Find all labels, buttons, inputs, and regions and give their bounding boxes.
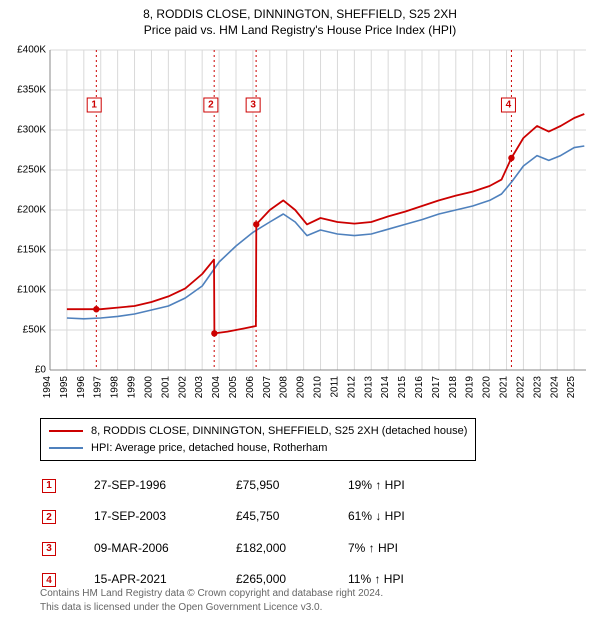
table-row: 3 09-MAR-2006£182,0007% ↑ HPI: [42, 533, 488, 563]
chart: 1 2 3 4 £0 £50K £100K £150K £200K £250K £300K £350K…: [8, 44, 592, 404]
table-row: 1 27-SEP-1996£75,95019% ↑ HPI: [42, 470, 488, 500]
legend-item: 8, RODDIS CLOSE, DINNINGTON, SHEFFIELD, …: [49, 423, 467, 440]
event-marker-icon: 1: [42, 479, 56, 493]
svg-text:£200K: £200K: [17, 205, 46, 216]
svg-text:2013: 2013: [363, 376, 374, 399]
event-delta: 61% ↓ HPI: [348, 502, 488, 532]
svg-text:£300K: £300K: [17, 125, 46, 136]
legend-item: HPI: Average price, detached house, Roth…: [49, 440, 467, 457]
svg-text:2023: 2023: [532, 376, 543, 399]
event-price: £45,750: [236, 502, 346, 532]
svg-text:1998: 1998: [110, 376, 121, 399]
svg-text:2008: 2008: [279, 376, 290, 399]
svg-text:2006: 2006: [245, 376, 256, 399]
svg-text:£400K: £400K: [17, 45, 46, 56]
svg-text:2001: 2001: [160, 376, 171, 399]
svg-text:4: 4: [506, 100, 512, 111]
svg-text:2018: 2018: [448, 376, 459, 399]
svg-text:£350K: £350K: [17, 85, 46, 96]
footer-line-2: This data is licensed under the Open Gov…: [40, 601, 383, 615]
svg-text:2021: 2021: [499, 376, 510, 399]
event-price: £75,950: [236, 470, 346, 500]
svg-text:2010: 2010: [313, 376, 324, 399]
svg-text:£50K: £50K: [23, 325, 47, 336]
events-table: 1 27-SEP-1996£75,95019% ↑ HPI 2 17-SEP-2003…: [40, 468, 490, 596]
event-marker-icon: 4: [42, 573, 56, 587]
table-row: 2 17-SEP-2003£45,75061% ↓ HPI: [42, 502, 488, 532]
event-marker-icon: 2: [42, 510, 56, 524]
svg-text:2002: 2002: [177, 376, 188, 399]
svg-text:2025: 2025: [566, 376, 577, 399]
svg-text:2020: 2020: [482, 376, 493, 399]
title-line-2: Price paid vs. HM Land Registry's House …: [0, 22, 600, 38]
event-date: 09-MAR-2006: [94, 533, 234, 563]
event-marker-icon: 3: [42, 542, 56, 556]
event-price: £182,000: [236, 533, 346, 563]
svg-text:£250K: £250K: [17, 165, 46, 176]
svg-text:2022: 2022: [515, 376, 526, 399]
svg-text:1994: 1994: [42, 376, 53, 399]
svg-text:2003: 2003: [194, 376, 205, 399]
footer-line-1: Contains HM Land Registry data © Crown c…: [40, 587, 383, 601]
svg-text:2: 2: [208, 100, 214, 111]
svg-text:2014: 2014: [380, 376, 391, 399]
footer: Contains HM Land Registry data © Crown c…: [40, 587, 383, 614]
event-date: 27-SEP-1996: [94, 470, 234, 500]
svg-text:£0: £0: [35, 365, 47, 376]
svg-text:1996: 1996: [76, 376, 87, 399]
svg-text:1: 1: [91, 100, 97, 111]
svg-text:£100K: £100K: [17, 285, 46, 296]
svg-text:2009: 2009: [296, 376, 307, 399]
legend-label: 8, RODDIS CLOSE, DINNINGTON, SHEFFIELD, …: [91, 423, 467, 440]
event-delta: 7% ↑ HPI: [348, 533, 488, 563]
legend: 8, RODDIS CLOSE, DINNINGTON, SHEFFIELD, …: [40, 418, 476, 461]
svg-text:3: 3: [250, 100, 256, 111]
svg-text:2019: 2019: [465, 376, 476, 399]
svg-text:£150K: £150K: [17, 245, 46, 256]
svg-text:2015: 2015: [397, 376, 408, 399]
svg-text:2000: 2000: [143, 376, 154, 399]
title-line-1: 8, RODDIS CLOSE, DINNINGTON, SHEFFIELD, …: [0, 6, 600, 22]
svg-text:2007: 2007: [262, 376, 273, 399]
svg-text:1997: 1997: [93, 376, 104, 399]
svg-text:1995: 1995: [59, 376, 70, 399]
svg-text:2016: 2016: [414, 376, 425, 399]
legend-swatch-icon: [49, 430, 83, 432]
event-date: 17-SEP-2003: [94, 502, 234, 532]
svg-text:2004: 2004: [211, 376, 222, 399]
event-delta: 19% ↑ HPI: [348, 470, 488, 500]
legend-swatch-icon: [49, 447, 83, 449]
svg-text:2011: 2011: [329, 376, 340, 398]
svg-text:2017: 2017: [431, 376, 442, 399]
chart-title: 8, RODDIS CLOSE, DINNINGTON, SHEFFIELD, …: [0, 0, 600, 38]
svg-text:2024: 2024: [549, 376, 560, 399]
svg-text:2012: 2012: [346, 376, 357, 399]
legend-label: HPI: Average price, detached house, Roth…: [91, 440, 327, 457]
svg-text:2005: 2005: [228, 376, 239, 399]
svg-text:1999: 1999: [127, 376, 138, 399]
chart-svg: 1 2 3 4 £0 £50K £100K £150K £200K £250K £300K £350K…: [8, 44, 592, 404]
